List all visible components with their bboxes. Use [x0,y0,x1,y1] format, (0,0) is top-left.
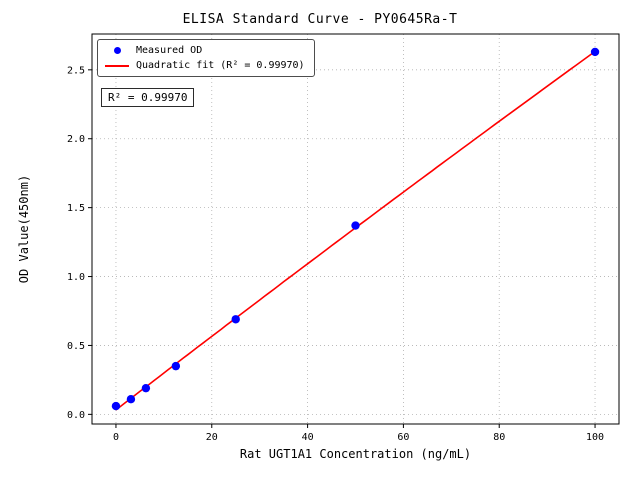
tick-labels: 0 20 40 60 80 100 0.0 0.5 1.0 1.5 2.0 2.5 [67,65,604,443]
measured-points [111,47,600,411]
data-point [171,361,181,371]
grid-lines [92,34,619,424]
x-tick-label: 20 [206,432,218,443]
chart-title: ELISA Standard Curve - PY0645Ra-T [182,12,458,27]
data-point [231,315,240,324]
data-point [111,401,121,411]
y-axis-label: OD Value(450nm) [17,174,31,284]
x-tick-label: 80 [493,432,505,443]
x-tick-label: 40 [302,432,314,443]
y-tick-label: 2.0 [67,134,85,145]
y-tick-label: 0.0 [67,410,85,421]
measured-od-dot-icon [105,47,129,54]
y-tick-label: 1.0 [67,272,85,283]
legend-item-quadratic-fit: Quadratic fit (R² = 0.99970) [105,60,305,71]
data-point [351,221,360,230]
x-tick-label: 60 [397,432,409,443]
y-tick-label: 2.5 [67,65,85,76]
x-axis-label: Rat UGT1A1 Concentration (ng/mL) [239,447,472,461]
y-tick-label: 0.5 [67,341,85,352]
y-tick-label: 1.5 [67,203,85,214]
data-point [126,394,136,404]
legend-label: Quadratic fit (R² = 0.99970) [136,60,305,71]
x-tick-label: 100 [586,432,604,443]
axes-box [91,33,620,425]
legend-item-measured-od: Measured OD [105,45,305,56]
data-point [590,47,600,57]
quadratic-fit-line-icon [105,64,129,67]
tick-marks [88,69,596,428]
x-tick-label: 0 [113,432,119,443]
r-squared-annotation: R² = 0.99970 [101,88,195,107]
data-point [141,383,151,393]
legend: Measured OD Quadratic fit (R² = 0.99970) [97,39,315,77]
legend-label: Measured OD [136,45,203,56]
